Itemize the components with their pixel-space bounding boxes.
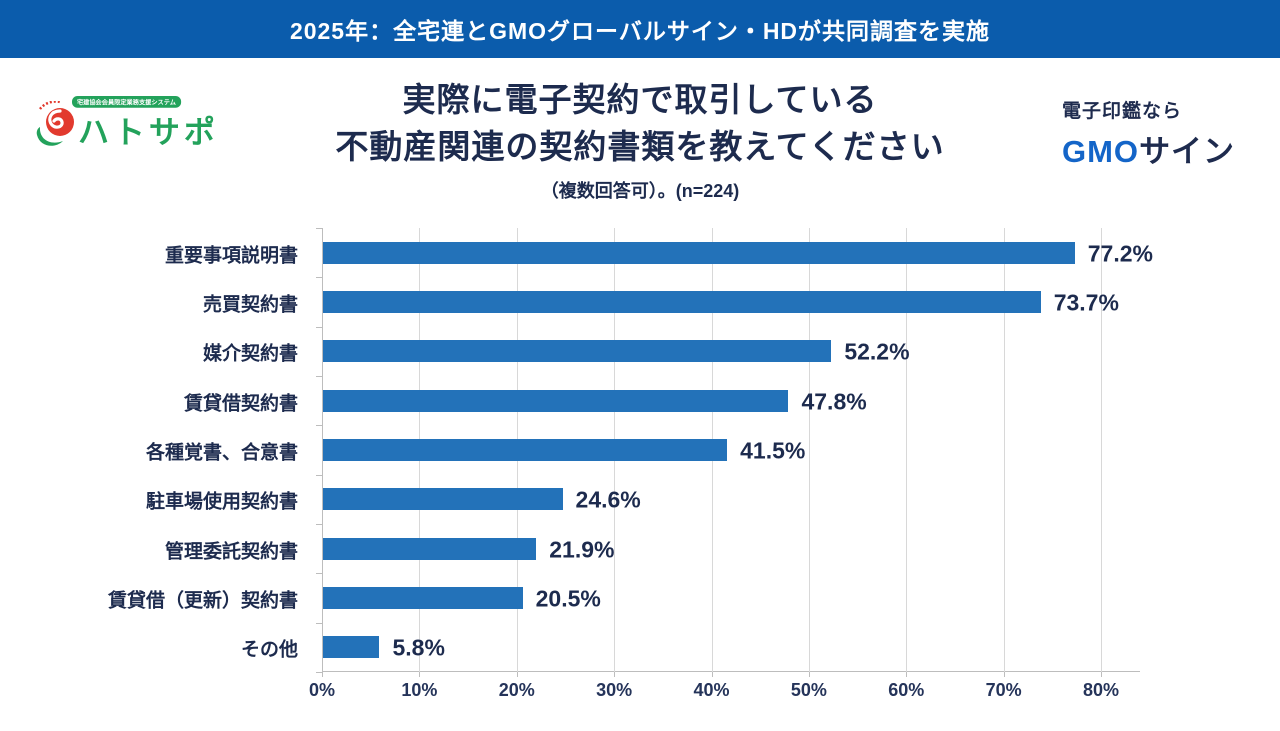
- banner-title: 2025年：全宅連とGMOグローバルサイン・HDが共同調査を実施: [289, 18, 991, 44]
- plot-area: 77.2% 73.7% 52.2% 47.8% 41.5% 24.6% 21.9% 20.5%…: [316, 228, 1153, 677]
- y-axis-tick: [316, 376, 322, 377]
- category-label: 管理委託契約書: [164, 541, 298, 563]
- category-label: 駐車場使用契約書: [145, 491, 298, 513]
- y-axis-tick: [316, 474, 322, 476]
- bar: [323, 488, 563, 511]
- x-axis-tick: [322, 672, 323, 677]
- x-tick-label: 20%: [498, 680, 535, 700]
- x-axis-tick: [516, 672, 518, 677]
- category-label: その他: [240, 639, 298, 661]
- x-axis-tick: [419, 672, 421, 677]
- top-banner: 2025年：全宅連とGMOグローバルサイン・HDが共同調査を実施: [0, 0, 1280, 58]
- y-axis-tick: [316, 573, 322, 575]
- bar: [323, 537, 537, 560]
- gmosign-tagline: 電子印鑑なら: [1062, 101, 1183, 122]
- x-axis-labels: 0% 10% 20% 30% 40% 50% 60% 70% 80%: [309, 680, 1140, 710]
- gridline: [1101, 228, 1103, 672]
- bar-value-label: 5.8%: [392, 634, 445, 661]
- bar-value-label: 52.2%: [844, 338, 910, 365]
- gridline: [808, 228, 810, 672]
- x-axis-tick: [1003, 672, 1005, 677]
- x-tick-label: 60%: [888, 680, 925, 700]
- x-axis-line: [322, 671, 1140, 672]
- x-tick-label: 70%: [985, 680, 1022, 700]
- gmosign-wordmark-sign: サイン: [1139, 134, 1236, 169]
- bar-value-label: 47.8%: [801, 388, 867, 415]
- y-axis-line: [322, 228, 323, 672]
- category-label: 売買契約書: [202, 294, 298, 316]
- gridline: [1003, 228, 1005, 672]
- y-axis-tick: [316, 326, 322, 328]
- x-axis-tick: [711, 672, 713, 677]
- bar: [323, 636, 380, 659]
- gmosign-wordmark: GMOサイン: [1062, 126, 1262, 171]
- bar: [323, 587, 523, 609]
- x-axis-tick: [906, 672, 908, 677]
- x-tick-label: 0%: [308, 680, 336, 700]
- title-line1: 実際に電子契約で取引している: [402, 81, 878, 118]
- x-axis-tick: [808, 672, 810, 677]
- bar: [323, 439, 728, 461]
- category-label: 重要事項説明書: [164, 245, 298, 267]
- y-axis-tick: [316, 622, 322, 624]
- gmosign-wordmark-gmo: GMO: [1062, 134, 1140, 169]
- y-axis-tick: [316, 524, 322, 525]
- x-tick-label: 50%: [790, 680, 827, 700]
- hatosapo-badge: 宅建協会会員限定業務支援システム: [72, 96, 181, 108]
- gmosign-logo: 電子印鑑なら GMOサイン: [1062, 96, 1262, 171]
- hatosapo-bird-icon: [36, 101, 74, 146]
- y-axis-tick: [316, 228, 322, 229]
- title-line2: 不動産関連の契約書類を教えてください: [335, 128, 945, 165]
- category-label: 賃貸借契約書: [183, 393, 298, 415]
- y-axis-tick: [316, 425, 322, 427]
- bar-value-label: 20.5%: [535, 585, 601, 612]
- x-axis-tick: [1101, 672, 1103, 677]
- category-label: 媒介契約書: [202, 343, 298, 365]
- bar-value-label: 24.6%: [575, 486, 641, 513]
- gridline: [906, 228, 908, 672]
- bar-value-label: 77.2%: [1087, 240, 1153, 267]
- title-note: （複数回答可）。(n=224): [540, 181, 740, 201]
- x-tick-label: 40%: [693, 680, 730, 700]
- bar-value-label: 41.5%: [740, 437, 806, 464]
- bar: [323, 241, 1075, 264]
- page-title: 実際に電子契約で取引している 不動産関連の契約書類を教えてください （複数回答可…: [240, 76, 1040, 203]
- hatosapo-wordmark: ハトサポ: [78, 115, 219, 150]
- category-label: 賃貸借（更新）契約書: [107, 590, 298, 612]
- bar-value-label: 73.7%: [1053, 289, 1119, 316]
- category-label: 各種覚書、合意書: [145, 442, 298, 464]
- x-axis-tick: [614, 672, 616, 677]
- category-axis: 重要事項説明書売買契約書媒介契約書賃貸借契約書各種覚書、合意書 駐車場使用契約書管…: [0, 228, 310, 672]
- bar: [323, 291, 1041, 313]
- bar: [323, 389, 789, 412]
- x-tick-label: 80%: [1083, 680, 1120, 700]
- bar: [323, 340, 832, 363]
- x-tick-label: 10%: [401, 680, 438, 700]
- y-axis-tick: [316, 672, 322, 673]
- x-tick-label: 30%: [596, 680, 633, 700]
- y-axis-tick: [316, 277, 322, 279]
- bar-value-label: 21.9%: [549, 536, 615, 563]
